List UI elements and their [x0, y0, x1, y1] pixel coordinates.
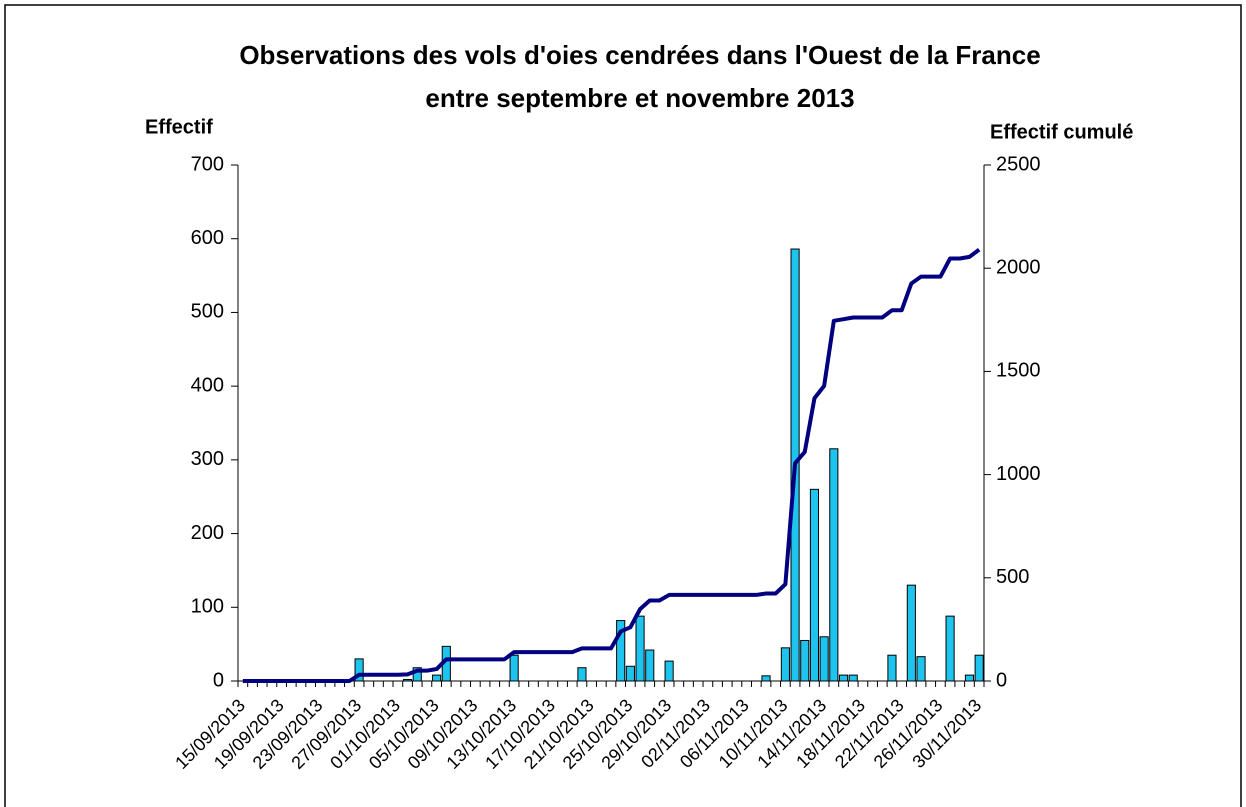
y2-axis-label: Effectif cumulé: [990, 121, 1133, 143]
bar: [800, 639, 810, 682]
bar: [402, 679, 413, 682]
y-tick-label: 0: [213, 669, 224, 691]
bar: [625, 665, 635, 682]
bar: [616, 620, 626, 682]
y2-tick-label: 2000: [996, 256, 1041, 278]
y2-tick-label: 500: [996, 566, 1029, 588]
cumulative-line: [242, 248, 981, 683]
y-tick-label: 500: [191, 301, 224, 323]
y-axis-label: Effectif: [145, 116, 213, 138]
y-tick-label: 700: [191, 153, 224, 175]
bar: [761, 675, 771, 682]
bar: [780, 647, 790, 682]
bar: [916, 656, 926, 682]
y-tick-label: 300: [191, 448, 224, 470]
bar: [819, 636, 829, 682]
bar: [664, 660, 674, 682]
bar: [829, 448, 839, 682]
bar: [945, 615, 955, 682]
bar: [635, 615, 645, 682]
y-tick-label: 600: [191, 227, 224, 249]
bar: [906, 584, 916, 682]
chart-title: entre septembre et novembre 2013: [425, 83, 854, 113]
y2-tick-label: 2500: [996, 153, 1041, 175]
bar: [577, 667, 587, 682]
chart-title: Observations des vols d'oies cendrées da…: [239, 40, 1040, 70]
bar: [432, 674, 442, 682]
bar: [838, 674, 849, 682]
y2-tick-label: 1500: [996, 360, 1041, 382]
bar: [509, 654, 519, 682]
bar: [887, 654, 897, 682]
bar: [848, 674, 858, 682]
y2-tick-label: 0: [996, 669, 1007, 691]
bar: [354, 658, 364, 682]
y-tick-label: 400: [191, 374, 224, 396]
y-tick-label: 200: [191, 522, 224, 544]
y-tick-label: 100: [191, 596, 224, 618]
y2-tick-label: 1000: [996, 463, 1041, 485]
bar: [974, 654, 984, 682]
bar: [964, 674, 975, 682]
bar: [645, 649, 655, 682]
bar: [809, 488, 820, 682]
